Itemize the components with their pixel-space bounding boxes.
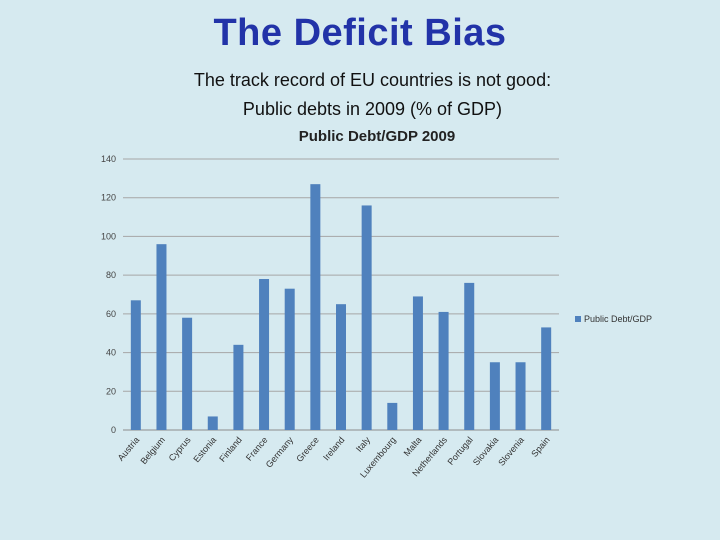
slide-subtitle: The track record of EU countries is not … <box>0 66 720 124</box>
bar-netherlands <box>438 311 449 430</box>
bar-portugal <box>464 282 475 430</box>
bar-estonia <box>207 416 218 430</box>
bar-germany <box>284 288 295 430</box>
bar-slovenia <box>515 362 526 430</box>
x-tick-label-greece: Greece <box>294 435 321 464</box>
y-tick-label: 60 <box>106 309 116 319</box>
bar-france <box>259 279 270 430</box>
x-tick-label-ireland: Ireland <box>321 435 346 463</box>
x-tick-label-slovakia: Slovakia <box>471 435 501 467</box>
y-tick-label: 120 <box>101 193 116 203</box>
x-tick-label-belgium: Belgium <box>138 435 167 466</box>
bar-luxembourg <box>387 402 398 430</box>
legend-label: Public Debt/GDP <box>584 314 652 324</box>
slide-title: The Deficit Bias <box>213 12 507 54</box>
bar-ireland <box>336 304 346 430</box>
y-tick-label: 20 <box>106 386 116 396</box>
chart-title: Public Debt/GDP 2009 <box>299 128 455 145</box>
y-tick-label: 140 <box>101 154 116 164</box>
subtitle-line-1: The track record of EU countries is not … <box>193 70 552 90</box>
bar-malta <box>412 296 423 430</box>
y-axis-ticks: 0 20 40 60 80 100 120 140 <box>101 154 116 435</box>
y-tick-label: 40 <box>106 348 116 358</box>
bar-cyprus <box>182 317 193 430</box>
bar-greece <box>310 184 321 430</box>
x-tick-label-spain: Spain <box>529 435 551 459</box>
bar-austria <box>130 300 141 430</box>
legend-swatch <box>575 316 581 322</box>
x-tick-label-italy: Italy <box>354 434 373 453</box>
subtitle-line-2: Public debts in 2009 (% of GDP) <box>242 99 503 119</box>
y-tick-label: 100 <box>101 231 116 241</box>
x-tick-label-malta: Malta <box>402 435 424 458</box>
bars <box>130 184 552 430</box>
legend: Public Debt/GDP <box>575 314 652 324</box>
x-tick-label-estonia: Estonia <box>191 435 218 464</box>
y-tick-label: 80 <box>106 270 116 280</box>
bar-italy <box>361 205 372 430</box>
x-tick-label-finland: Finland <box>217 435 244 464</box>
bar-slovakia <box>489 362 500 430</box>
bar-finland <box>233 344 244 430</box>
bar-belgium <box>156 244 167 430</box>
y-tick-label: 0 <box>111 425 116 435</box>
x-tick-label-france: France <box>244 435 270 463</box>
x-tick-label-portugal: Portugal <box>446 435 475 467</box>
x-tick-label-germany: Germany <box>264 434 296 469</box>
bar-spain <box>541 327 552 430</box>
x-tick-label-slovenia: Slovenia <box>496 435 526 468</box>
x-tick-label-cyprus: Cyprus <box>167 434 193 463</box>
x-tick-label-austria: Austria <box>116 435 142 463</box>
